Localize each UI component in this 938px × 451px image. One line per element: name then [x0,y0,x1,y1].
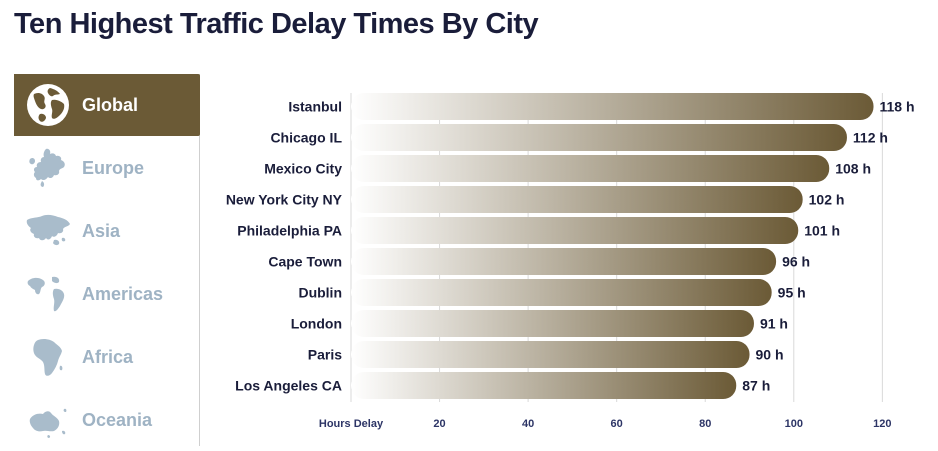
value-label-7: 91 h [760,316,788,332]
value-labels: 118 h 112 h 108 h 102 h 101 h 96 h 95 h 91 h 90 … [742,99,914,394]
bar-1 [351,124,847,151]
category-label-8: Paris [308,347,342,363]
bar-7 [351,310,754,337]
bar-6 [351,279,772,306]
globe-icon [27,84,69,126]
region-label-americas: Americas [82,284,164,304]
africa-map-icon [33,338,63,376]
category-label-1: Chicago IL [270,130,342,146]
region-tab-global[interactable]: Global [14,74,200,136]
europe-map-icon [29,148,65,187]
x-tick-label-60: 60 [611,418,623,430]
bar-2 [351,155,830,182]
region-sidebar: Global Europe Asia Americas Afr [14,74,200,446]
bar-4 [351,217,799,244]
value-label-2: 108 h [835,161,871,177]
bars [351,93,874,399]
x-tick-label-100: 100 [785,418,803,430]
page-title: Ten Highest Traffic Delay Times By City [14,8,539,40]
bar-9 [351,372,737,399]
x-tick-label-120: 120 [873,418,891,430]
bar-5 [351,248,777,275]
category-label-2: Mexico City [264,161,342,177]
region-tab-oceania[interactable]: Oceania [14,389,200,451]
region-label-asia: Asia [82,221,121,241]
x-axis-ticks: Hours Delay 20 40 60 80 100 120 [319,418,892,430]
region-tab-africa[interactable]: Africa [14,326,200,388]
value-label-5: 96 h [782,254,810,270]
x-tick-label-40: 40 [522,418,534,430]
oceania-map-icon [29,408,67,438]
x-tick-label-80: 80 [699,418,711,430]
region-tab-asia[interactable]: Asia [14,200,200,262]
region-label-africa: Africa [82,347,134,367]
region-tab-americas[interactable]: Americas [14,263,200,325]
bar-3 [351,186,803,213]
region-label-oceania: Oceania [82,410,153,430]
category-label-4: Philadelphia PA [237,223,342,239]
americas-map-icon [27,276,65,312]
value-label-3: 102 h [809,192,845,208]
region-label-europe: Europe [82,158,145,178]
category-label-7: London [291,316,342,332]
category-label-6: Dublin [298,285,342,301]
category-labels: Istanbul Chicago IL Mexico City New York Ci… [226,99,343,394]
value-label-0: 118 h [880,99,915,115]
region-label-global: Global [82,95,139,115]
category-label-9: Los Angeles CA [235,378,342,394]
value-label-8: 90 h [756,347,784,363]
region-tab-europe[interactable]: Europe [14,137,200,199]
value-label-1: 112 h [853,130,888,146]
category-label-0: Istanbul [288,99,342,115]
value-label-4: 101 h [804,223,840,239]
asia-map-icon [26,214,71,246]
value-label-6: 95 h [778,285,806,301]
value-label-9: 87 h [742,378,770,394]
x-tick-label-20: 20 [433,418,445,430]
category-label-3: New York City NY [226,192,343,208]
category-label-5: Cape Town [268,254,342,270]
bar-8 [351,341,750,368]
x-axis-title: Hours Delay [319,418,384,430]
bar-0 [351,93,874,120]
